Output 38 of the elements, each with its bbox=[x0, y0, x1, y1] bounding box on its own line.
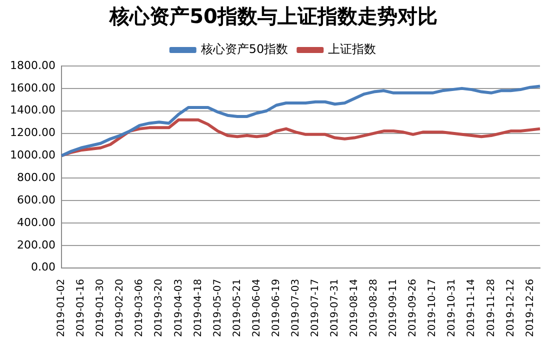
legend-label: 核心资产50指数 bbox=[200, 42, 288, 56]
x-tick-label: 2019-04-03 bbox=[173, 278, 184, 338]
y-tick-label: 200.00 bbox=[16, 238, 56, 252]
x-tick-label: 2019-05-07 bbox=[212, 278, 224, 338]
x-tick-label: 2019-06-04 bbox=[251, 278, 262, 338]
x-tick-label: 2019-04-18 bbox=[192, 278, 204, 338]
y-tick-label: 1600.00 bbox=[10, 81, 56, 94]
x-tick-label: 2019-11-28 bbox=[486, 278, 497, 338]
y-tick-label: 600.00 bbox=[16, 193, 56, 206]
x-tick-label: 2019-07-03 bbox=[290, 278, 302, 338]
x-tick-label: 2019-12-12 bbox=[505, 278, 516, 338]
x-tick-label: 2019-11-14 bbox=[466, 278, 478, 338]
y-tick-label: 0.00 bbox=[30, 260, 56, 274]
x-tick-label: 2019-01-16 bbox=[76, 278, 87, 338]
x-tick-label: 2019-03-20 bbox=[154, 278, 165, 338]
x-tick-label: 2019-08-14 bbox=[349, 278, 360, 338]
chart-title: 核心资产50指数与上证指数走势对比 bbox=[108, 4, 438, 28]
x-tick-label: 2019-09-11 bbox=[388, 278, 400, 338]
legend-label: 上证指数 bbox=[328, 42, 376, 56]
x-tick-label: 2019-01-30 bbox=[95, 278, 106, 338]
x-tick-label: 2019-07-17 bbox=[310, 278, 321, 338]
x-tick-label: 2019-12-26 bbox=[524, 278, 536, 338]
x-tick-label: 2019-10-17 bbox=[427, 278, 438, 338]
y-tick-label: 1000.00 bbox=[10, 148, 56, 162]
x-tick-label: 2019-05-21 bbox=[232, 278, 243, 338]
y-tick-label: 1400.00 bbox=[10, 104, 56, 117]
x-tick-label: 2019-06-19 bbox=[270, 278, 282, 338]
x-tick-label: 2019-03-06 bbox=[134, 278, 146, 338]
x-tick-label: 2019-10-31 bbox=[446, 278, 458, 338]
y-tick-label: 400.00 bbox=[16, 216, 56, 229]
y-tick-label: 1800.00 bbox=[10, 58, 56, 72]
x-tick-label: 2019-09-26 bbox=[408, 278, 419, 338]
x-tick-label: 2019-08-28 bbox=[368, 278, 380, 338]
y-tick-label: 1200.00 bbox=[10, 126, 56, 140]
y-tick-label: 800.00 bbox=[16, 171, 56, 184]
x-tick-label: 2019-01-02 bbox=[56, 278, 68, 338]
x-tick-label: 2019-07-31 bbox=[330, 278, 341, 338]
x-tick-label: 2019-02-20 bbox=[114, 278, 126, 338]
